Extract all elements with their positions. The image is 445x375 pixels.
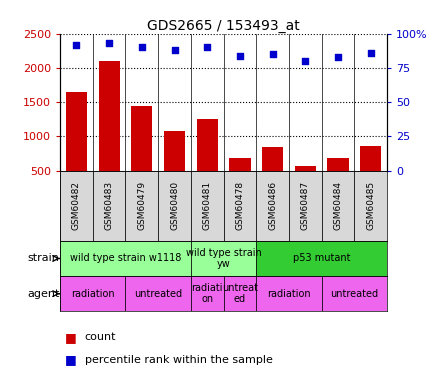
Bar xyxy=(191,171,224,241)
Bar xyxy=(66,92,87,205)
Text: GSM60479: GSM60479 xyxy=(138,181,146,230)
Bar xyxy=(131,106,153,205)
Point xyxy=(269,51,276,57)
Bar xyxy=(295,166,316,205)
Point xyxy=(138,44,146,50)
Text: count: count xyxy=(85,333,116,342)
Text: GSM60481: GSM60481 xyxy=(203,181,212,230)
Bar xyxy=(224,276,256,311)
Point xyxy=(236,53,243,58)
Bar xyxy=(125,171,158,241)
Bar xyxy=(125,276,191,311)
Bar xyxy=(60,171,93,241)
Text: GSM60478: GSM60478 xyxy=(235,181,244,230)
Bar xyxy=(197,119,218,205)
Text: percentile rank within the sample: percentile rank within the sample xyxy=(85,355,272,365)
Point xyxy=(367,50,374,56)
Point xyxy=(204,44,211,50)
Bar xyxy=(93,171,125,241)
Bar xyxy=(229,158,251,205)
Bar xyxy=(322,276,387,311)
Bar xyxy=(98,61,120,205)
Point xyxy=(73,42,80,48)
Text: GSM60487: GSM60487 xyxy=(301,181,310,230)
Bar xyxy=(355,171,387,241)
Text: GSM60480: GSM60480 xyxy=(170,181,179,230)
Bar xyxy=(328,158,349,205)
Point xyxy=(171,47,178,53)
Bar xyxy=(191,241,256,276)
Text: p53 mutant: p53 mutant xyxy=(293,254,351,264)
Text: GSM60485: GSM60485 xyxy=(366,181,375,230)
Text: ■: ■ xyxy=(65,331,76,344)
Bar xyxy=(224,171,256,241)
Text: radiation: radiation xyxy=(71,289,115,298)
Title: GDS2665 / 153493_at: GDS2665 / 153493_at xyxy=(147,19,300,33)
Text: wild type strain
yw: wild type strain yw xyxy=(186,248,262,269)
Text: untreated: untreated xyxy=(330,289,379,298)
Bar xyxy=(360,146,381,205)
Text: agent: agent xyxy=(27,289,60,298)
Point xyxy=(105,40,113,46)
Text: ■: ■ xyxy=(65,354,76,366)
Bar xyxy=(256,276,322,311)
Bar xyxy=(289,171,322,241)
Bar xyxy=(256,241,387,276)
Text: untreated: untreated xyxy=(134,289,182,298)
Text: strain: strain xyxy=(28,254,60,264)
Bar xyxy=(191,276,224,311)
Bar xyxy=(164,131,185,205)
Text: GSM60486: GSM60486 xyxy=(268,181,277,230)
Text: GSM60482: GSM60482 xyxy=(72,181,81,230)
Text: radiation: radiation xyxy=(267,289,311,298)
Bar xyxy=(60,241,191,276)
Point xyxy=(335,54,342,60)
Text: GSM60483: GSM60483 xyxy=(105,181,113,230)
Text: radiati
on: radiati on xyxy=(191,283,223,304)
Point xyxy=(302,58,309,64)
Bar xyxy=(158,171,191,241)
Bar xyxy=(256,171,289,241)
Text: wild type strain w1118: wild type strain w1118 xyxy=(70,254,181,264)
Bar xyxy=(262,147,283,205)
Text: GSM60484: GSM60484 xyxy=(334,181,343,230)
Bar xyxy=(322,171,355,241)
Bar xyxy=(60,276,125,311)
Text: untreat
ed: untreat ed xyxy=(222,283,258,304)
